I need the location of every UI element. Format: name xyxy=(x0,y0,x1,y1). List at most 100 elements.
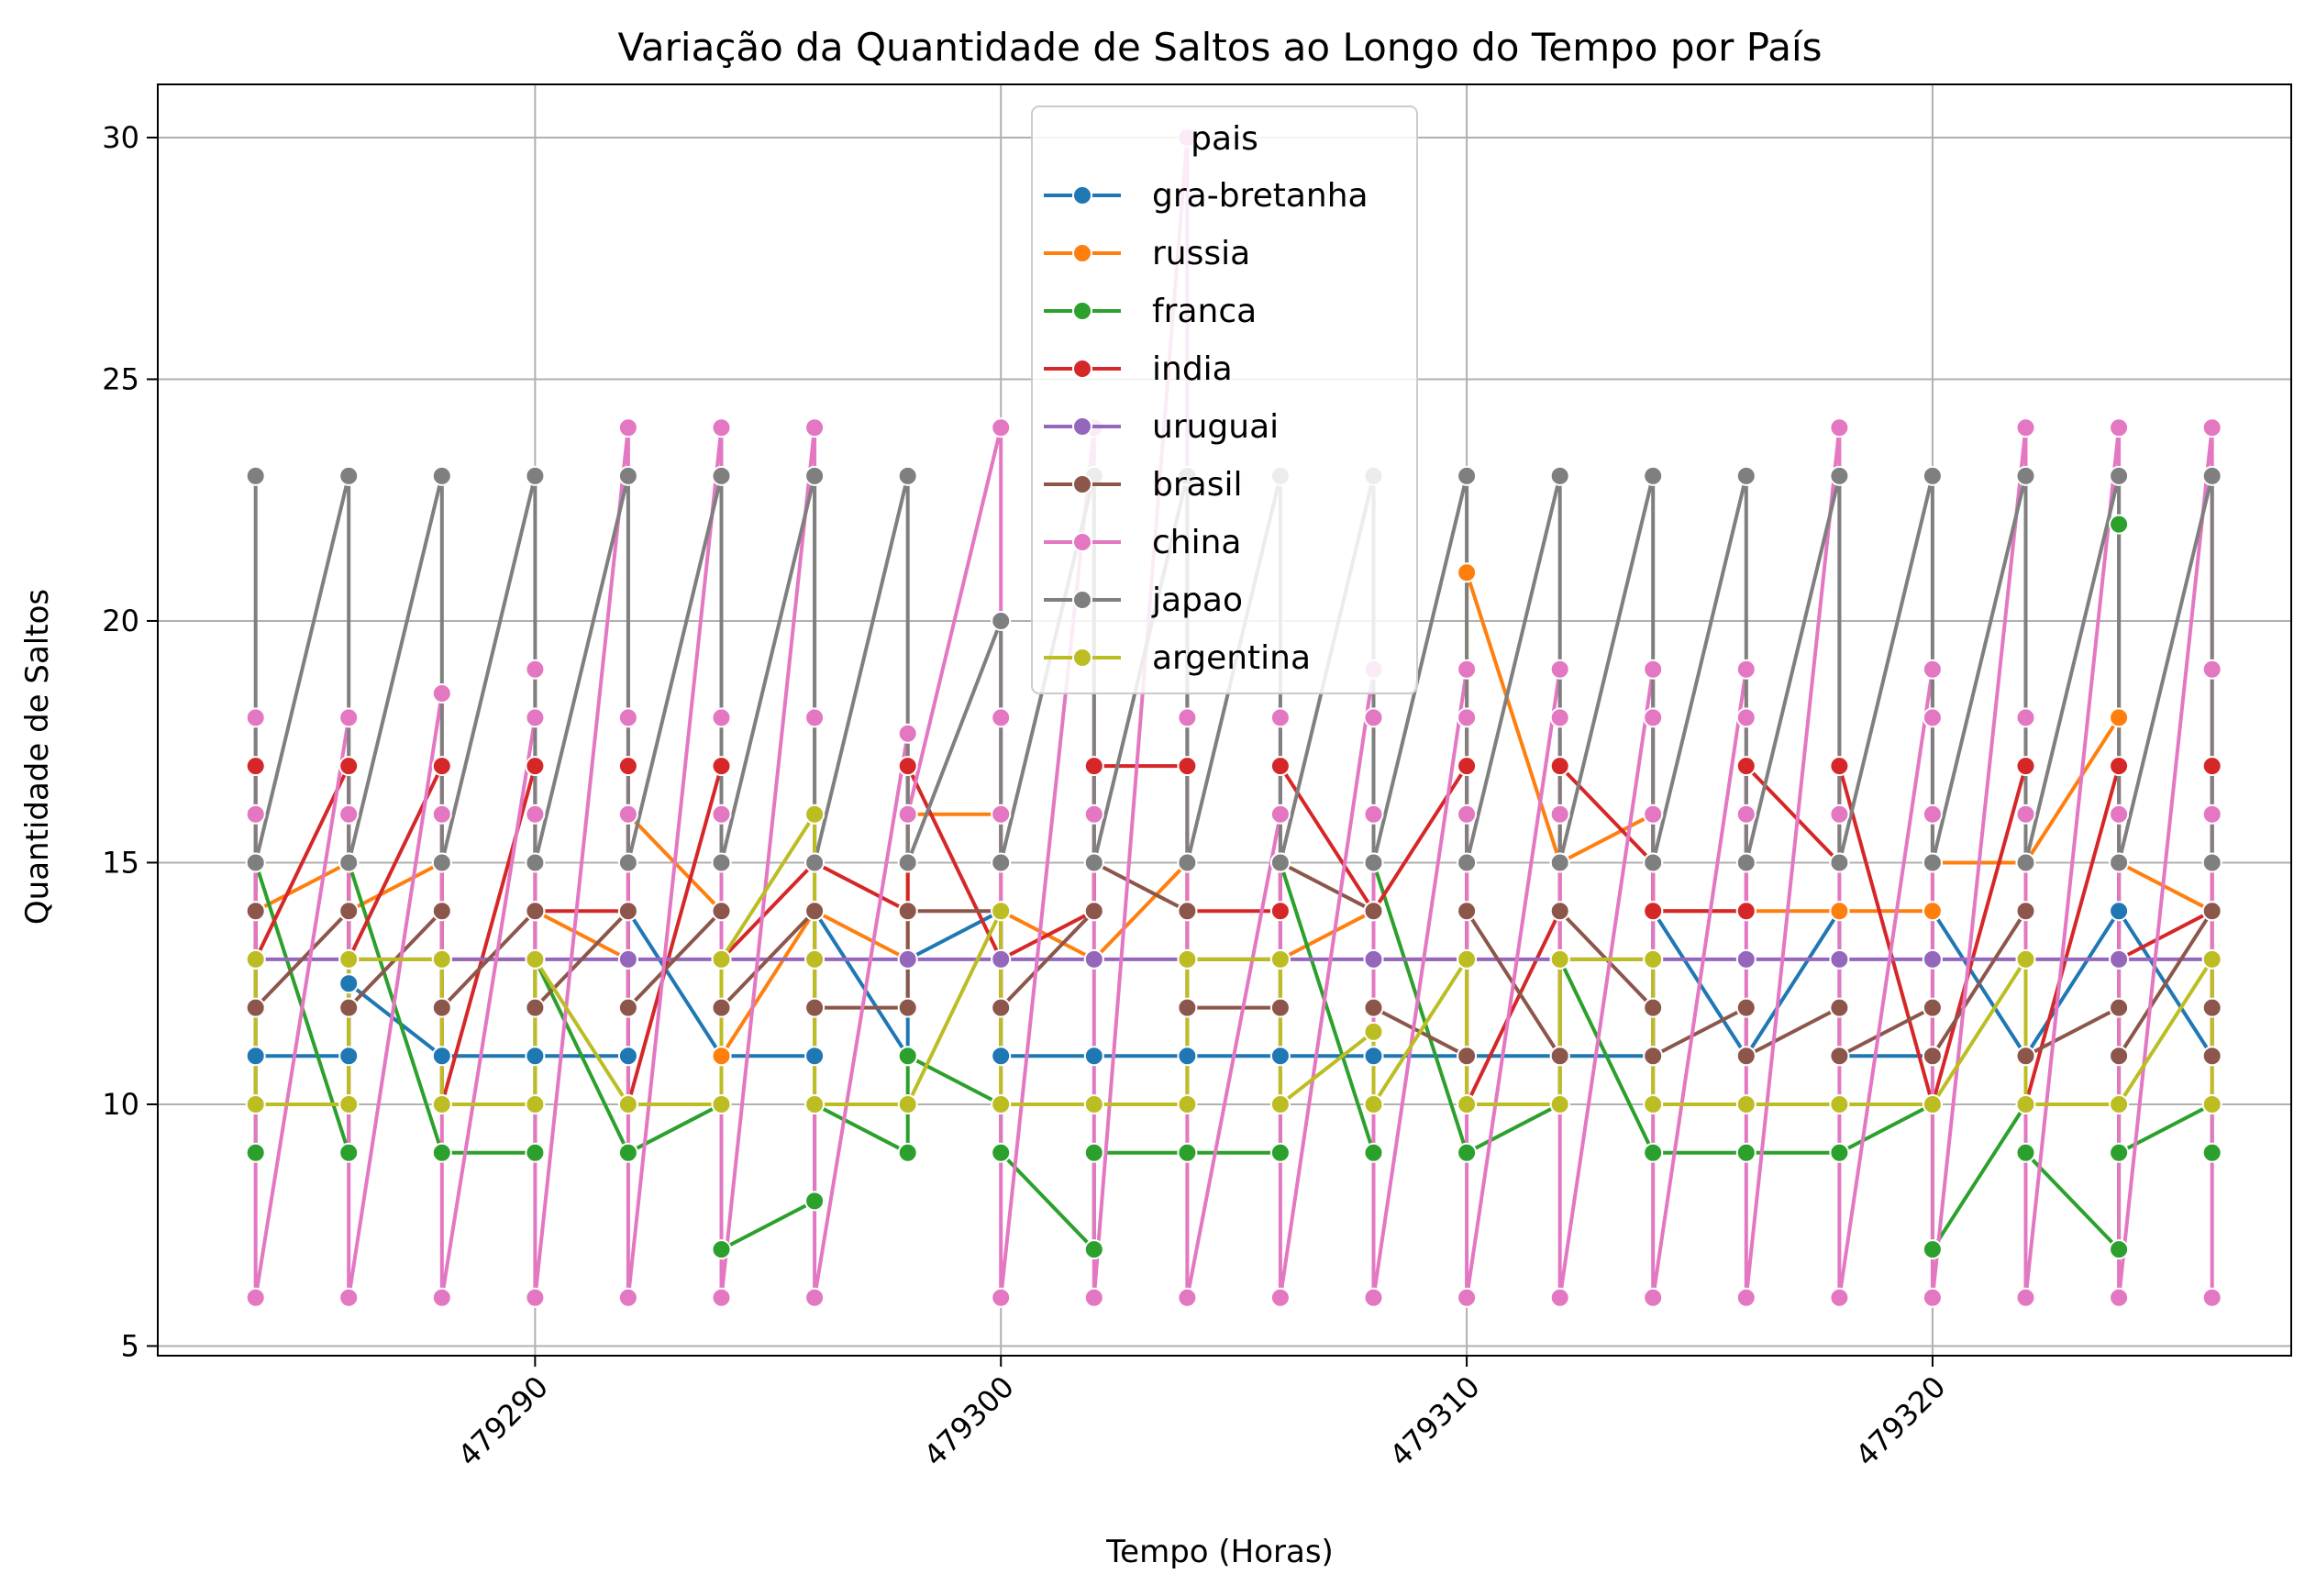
legend-item-uruguai: uruguai xyxy=(1044,408,1279,446)
data-point-brasil xyxy=(1829,997,1850,1018)
data-point-japao xyxy=(1829,852,1850,873)
chart-title: Variação da Quantidade de Saltos ao Long… xyxy=(617,25,1822,70)
data-point-brasil xyxy=(711,901,732,922)
data-point-china xyxy=(431,683,452,704)
data-point-china xyxy=(1269,804,1291,825)
data-point-china xyxy=(338,804,360,825)
data-point-china xyxy=(1177,1287,1198,1308)
data-point-brasil xyxy=(1363,901,1384,922)
data-point-argentina xyxy=(1177,948,1198,970)
data-point-china xyxy=(711,417,732,438)
x-axis-title: Tempo (Horas) xyxy=(1105,1534,1334,1570)
data-point-brasil xyxy=(2201,997,2222,1018)
data-point-china xyxy=(1549,804,1570,825)
data-point-japao xyxy=(991,852,1012,873)
data-point-china xyxy=(617,804,638,825)
data-point-china xyxy=(525,659,546,680)
legend-title: pais xyxy=(1191,120,1258,158)
legend-marker-swatch xyxy=(1072,532,1092,552)
data-point-japao xyxy=(1922,852,1943,873)
legend-marker-swatch xyxy=(1072,416,1092,437)
data-point-japao xyxy=(711,852,732,873)
data-point-japao xyxy=(338,465,360,486)
data-point-brasil xyxy=(897,997,918,1018)
data-point-russia xyxy=(1829,901,1850,922)
legend-label: gra-bretanha xyxy=(1152,177,1369,215)
data-point-india xyxy=(711,756,732,777)
legend-item-japao: japao xyxy=(1044,582,1243,619)
data-point-india xyxy=(1083,756,1104,777)
data-point-uruguai xyxy=(1922,948,1943,970)
legend-label: india xyxy=(1152,350,1233,388)
data-point-gra-bretanha xyxy=(1083,1046,1104,1067)
data-point-franca xyxy=(2201,1142,2222,1163)
data-point-franca xyxy=(897,1046,918,1067)
legend-item-china: china xyxy=(1044,524,1242,561)
data-point-brasil xyxy=(1829,1046,1850,1067)
data-point-brasil xyxy=(525,997,546,1018)
data-point-china xyxy=(2201,659,2222,680)
data-point-brasil xyxy=(245,901,266,922)
data-point-russia xyxy=(1457,562,1478,583)
data-point-china xyxy=(1643,659,1664,680)
data-point-india xyxy=(1829,756,1850,777)
data-point-uruguai xyxy=(1829,948,1850,970)
data-point-franca xyxy=(1457,1142,1478,1163)
data-point-china xyxy=(617,1287,638,1308)
data-point-franca xyxy=(245,1142,266,1163)
legend: pais gra-bretanha russia franca india urugua… xyxy=(1031,105,1418,694)
data-point-argentina xyxy=(2201,948,2222,970)
data-point-brasil xyxy=(617,901,638,922)
data-point-uruguai xyxy=(617,948,638,970)
data-point-china xyxy=(1363,804,1384,825)
data-point-india xyxy=(1457,756,1478,777)
data-point-brasil xyxy=(1922,1046,1943,1067)
data-point-japao xyxy=(2015,852,2036,873)
data-point-japao xyxy=(245,852,266,873)
data-point-brasil xyxy=(1363,997,1384,1018)
legend-marker-swatch xyxy=(1072,648,1092,668)
data-point-china xyxy=(2015,1287,2036,1308)
legend-item-india: india xyxy=(1044,350,1233,388)
legend-marker-swatch xyxy=(1072,301,1092,321)
legend-marker-swatch xyxy=(1072,185,1092,205)
data-point-argentina xyxy=(1363,1094,1384,1114)
data-point-franca xyxy=(617,1142,638,1163)
legend-label: argentina xyxy=(1152,639,1311,677)
data-point-argentina xyxy=(1549,948,1570,970)
data-point-china xyxy=(2109,1287,2130,1308)
data-point-china xyxy=(245,804,266,825)
data-point-argentina xyxy=(1363,1021,1384,1042)
data-point-franca xyxy=(804,1191,826,1212)
data-point-argentina xyxy=(617,1094,638,1114)
data-point-china xyxy=(245,1287,266,1308)
data-point-china xyxy=(2201,1287,2222,1308)
data-point-argentina xyxy=(338,1094,360,1114)
data-point-brasil xyxy=(1177,997,1198,1018)
data-point-china xyxy=(1269,707,1291,728)
data-point-india xyxy=(1269,756,1291,777)
data-point-argentina xyxy=(525,948,546,970)
legend-item-brasil: brasil xyxy=(1044,466,1242,504)
data-point-brasil xyxy=(804,997,826,1018)
data-point-brasil xyxy=(2109,997,2130,1018)
data-point-china xyxy=(804,707,826,728)
data-point-india xyxy=(1735,756,1756,777)
data-point-japao xyxy=(897,465,918,486)
legend-item-gra-bretanha: gra-bretanha xyxy=(1044,177,1369,215)
data-point-china xyxy=(1922,707,1943,728)
data-point-china xyxy=(2015,417,2036,438)
data-point-india xyxy=(617,756,638,777)
data-point-brasil xyxy=(525,901,546,922)
data-point-china xyxy=(1363,707,1384,728)
data-point-argentina xyxy=(1269,948,1291,970)
data-point-china xyxy=(1549,707,1570,728)
data-point-gra-bretanha xyxy=(1269,1046,1291,1067)
y-tick-label: 30 xyxy=(102,120,139,155)
data-point-brasil xyxy=(1643,1046,1664,1067)
legend-marker-swatch xyxy=(1072,590,1092,610)
legend-label: japao xyxy=(1151,582,1243,619)
data-point-china xyxy=(1457,707,1478,728)
data-point-japao xyxy=(525,465,546,486)
